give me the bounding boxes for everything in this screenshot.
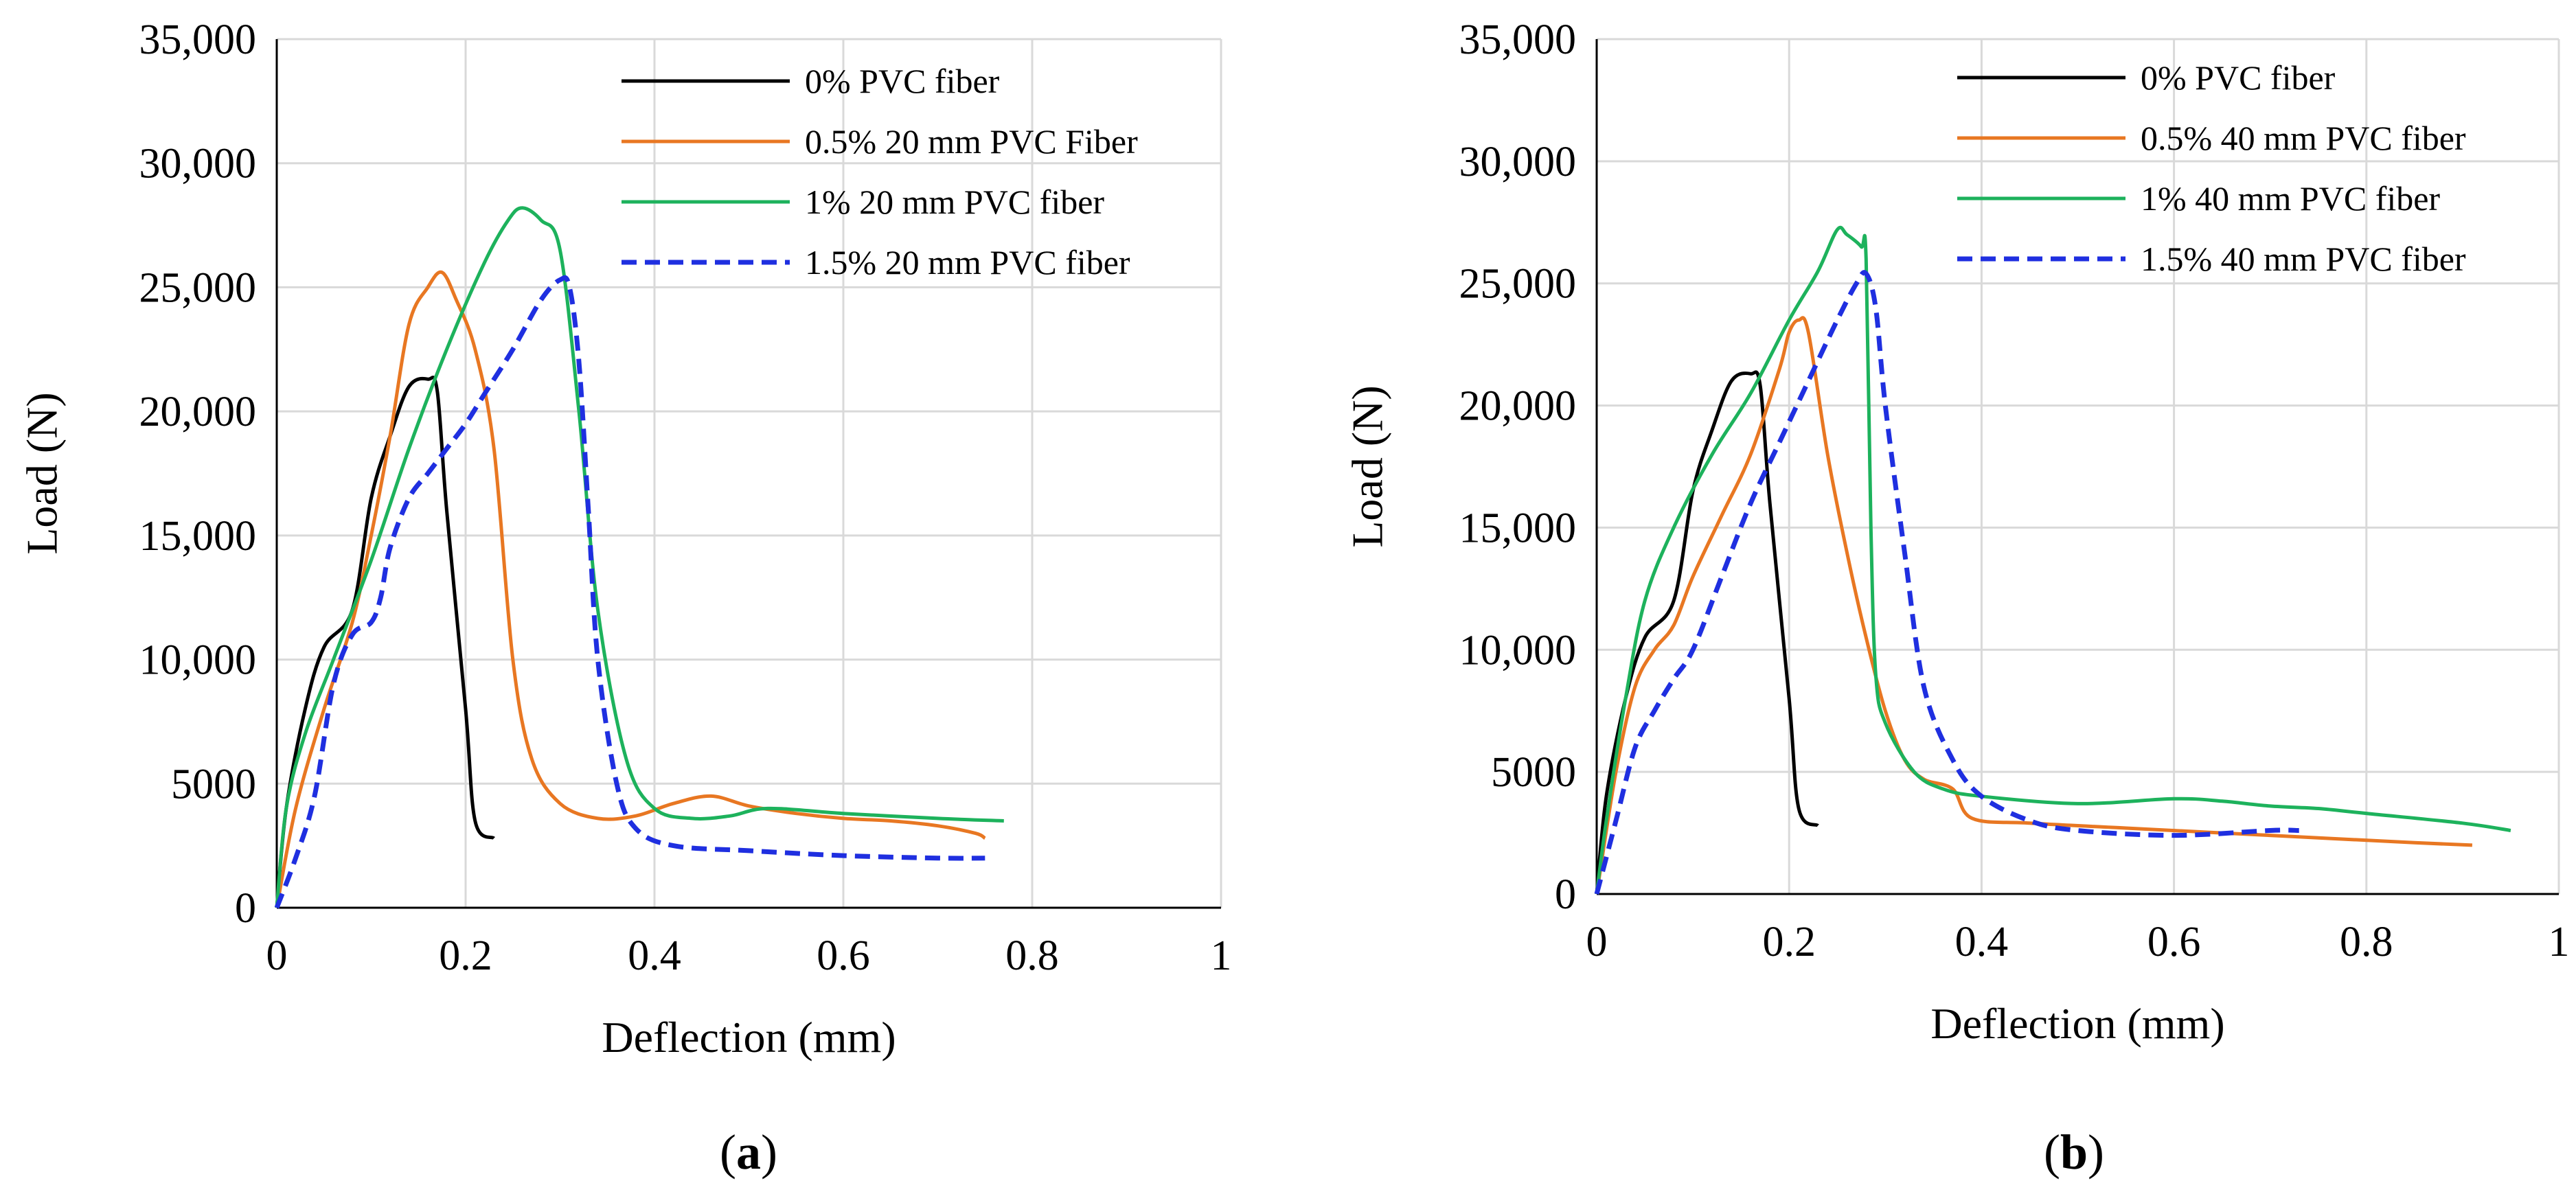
legend-label-1-40-mm-pvc-fiber: 1% 40 mm PVC fiber [2141, 179, 2440, 218]
y-tick-label: 35,000 [1459, 16, 1577, 63]
y-tick-label: 25,000 [1459, 261, 1577, 308]
x-tick-label: 1 [2549, 919, 2570, 965]
y-tick-label: 20,000 [139, 389, 257, 435]
panel-caption: (a) [720, 1125, 777, 1180]
series-line-0-5-40-mm-pvc-fiber [1595, 316, 2473, 895]
y-tick-label: 35,000 [139, 16, 257, 63]
y-axis-label: Load (N) [17, 392, 66, 554]
y-tick-label: 15,000 [139, 513, 257, 560]
x-tick-label: 0.6 [2147, 919, 2201, 965]
y-tick-label: 5000 [171, 761, 256, 807]
x-tick-label: 0.4 [628, 932, 681, 979]
panel-caption: (b) [2044, 1125, 2104, 1180]
x-tick-label: 0.4 [1955, 919, 2009, 965]
legend-label-0-5-20-mm-pvc-fiber: 0.5% 20 mm PVC Fiber [805, 122, 1138, 161]
y-axis-label: Load (N) [1343, 385, 1391, 547]
x-axis-label: Deflection (mm) [602, 1013, 896, 1062]
y-tick-label: 20,000 [1459, 383, 1577, 430]
chart-panel-b: 0 0.2 0.4 0.6 0.8 1 0 5000 10,000 15,000 20,000 25,… [1343, 16, 2569, 1180]
y-tick-label: 25,000 [139, 264, 257, 311]
y-tick-label: 0 [1555, 871, 1576, 918]
y-tick-label: 10,000 [139, 637, 257, 684]
x-tick-label: 0.6 [817, 932, 870, 979]
x-tick-label: 1 [1211, 932, 1232, 979]
x-tick-label: 0 [266, 932, 288, 979]
legend-label-0-5-40-mm-pvc-fiber: 0.5% 40 mm PVC fiber [2141, 119, 2466, 157]
x-axis-label: Deflection (mm) [1930, 999, 2224, 1048]
chart-panel-a: 0 0.2 0.4 0.6 0.8 1 0 5000 10,000 15,000 20,000 25,… [17, 16, 1231, 1180]
series-line-0-pvc-fiber [275, 376, 495, 908]
legend-label-0-pvc-fiber: 0% PVC fiber [2141, 58, 2336, 97]
legend-label-1-20-mm-pvc-fiber: 1% 20 mm PVC fiber [805, 183, 1104, 221]
legend-label-0-pvc-fiber: 0% PVC fiber [805, 62, 1000, 100]
series-line-1-5-40-mm-pvc-fiber [1594, 270, 2299, 895]
x-tick-label: 0.8 [2340, 919, 2393, 965]
legend-label-1-5-20-mm-pvc-fiber: 1.5% 20 mm PVC fiber [805, 243, 1130, 282]
series-line-0-5-20-mm-pvc-fiber [275, 270, 986, 908]
y-tick-label: 0 [235, 885, 256, 932]
series-line-1-20-mm-pvc-fiber [275, 206, 1004, 908]
y-tick-label: 30,000 [139, 141, 257, 187]
x-tick-label: 0.2 [439, 932, 492, 979]
y-tick-label: 5000 [1491, 749, 1576, 796]
legend-label-1-5-40-mm-pvc-fiber: 1.5% 40 mm PVC fiber [2141, 240, 2466, 278]
series-line-1-40-mm-pvc-fiber [1595, 225, 2511, 895]
x-tick-label: 0 [1586, 919, 1608, 965]
x-tick-label: 0.8 [1005, 932, 1059, 979]
y-tick-label: 10,000 [1459, 627, 1577, 674]
y-tick-label: 30,000 [1459, 139, 1577, 185]
x-tick-label: 0.2 [1762, 919, 1816, 965]
y-tick-label: 15,000 [1459, 505, 1577, 551]
series-line-1-5-20-mm-pvc-fiber [274, 275, 985, 909]
series-line-0-pvc-fiber [1595, 370, 1819, 895]
